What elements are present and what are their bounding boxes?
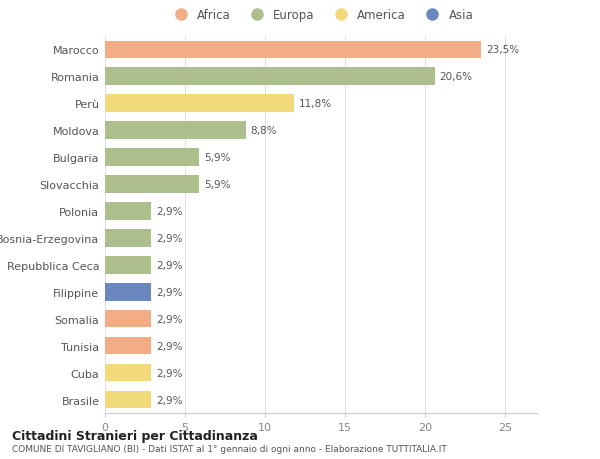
Text: 2,9%: 2,9% xyxy=(156,233,182,243)
Text: 2,9%: 2,9% xyxy=(156,287,182,297)
Text: 2,9%: 2,9% xyxy=(156,314,182,324)
Bar xyxy=(105,337,151,355)
Bar xyxy=(105,310,151,328)
Bar xyxy=(105,122,246,140)
Bar xyxy=(105,95,294,112)
Bar xyxy=(105,149,199,167)
Bar xyxy=(105,257,151,274)
Bar xyxy=(105,176,199,193)
Bar xyxy=(105,68,434,86)
Text: 20,6%: 20,6% xyxy=(439,72,472,82)
Text: 2,9%: 2,9% xyxy=(156,341,182,351)
Text: 2,9%: 2,9% xyxy=(156,395,182,405)
Text: 2,9%: 2,9% xyxy=(156,260,182,270)
Text: 5,9%: 5,9% xyxy=(204,179,230,190)
Text: 5,9%: 5,9% xyxy=(204,153,230,162)
Text: Cittadini Stranieri per Cittadinanza: Cittadini Stranieri per Cittadinanza xyxy=(12,429,258,442)
Text: 8,8%: 8,8% xyxy=(251,126,277,136)
Text: COMUNE DI TAVIGLIANO (BI) - Dati ISTAT al 1° gennaio di ogni anno - Elaborazione: COMUNE DI TAVIGLIANO (BI) - Dati ISTAT a… xyxy=(12,444,447,453)
Text: 23,5%: 23,5% xyxy=(486,45,519,55)
Legend: Africa, Europa, America, Asia: Africa, Europa, America, Asia xyxy=(164,5,478,27)
Text: 2,9%: 2,9% xyxy=(156,368,182,378)
Bar xyxy=(105,364,151,381)
Bar xyxy=(105,230,151,247)
Text: 11,8%: 11,8% xyxy=(299,99,332,109)
Text: 2,9%: 2,9% xyxy=(156,207,182,217)
Bar xyxy=(105,391,151,409)
Bar xyxy=(105,203,151,220)
Bar xyxy=(105,283,151,301)
Bar xyxy=(105,41,481,59)
